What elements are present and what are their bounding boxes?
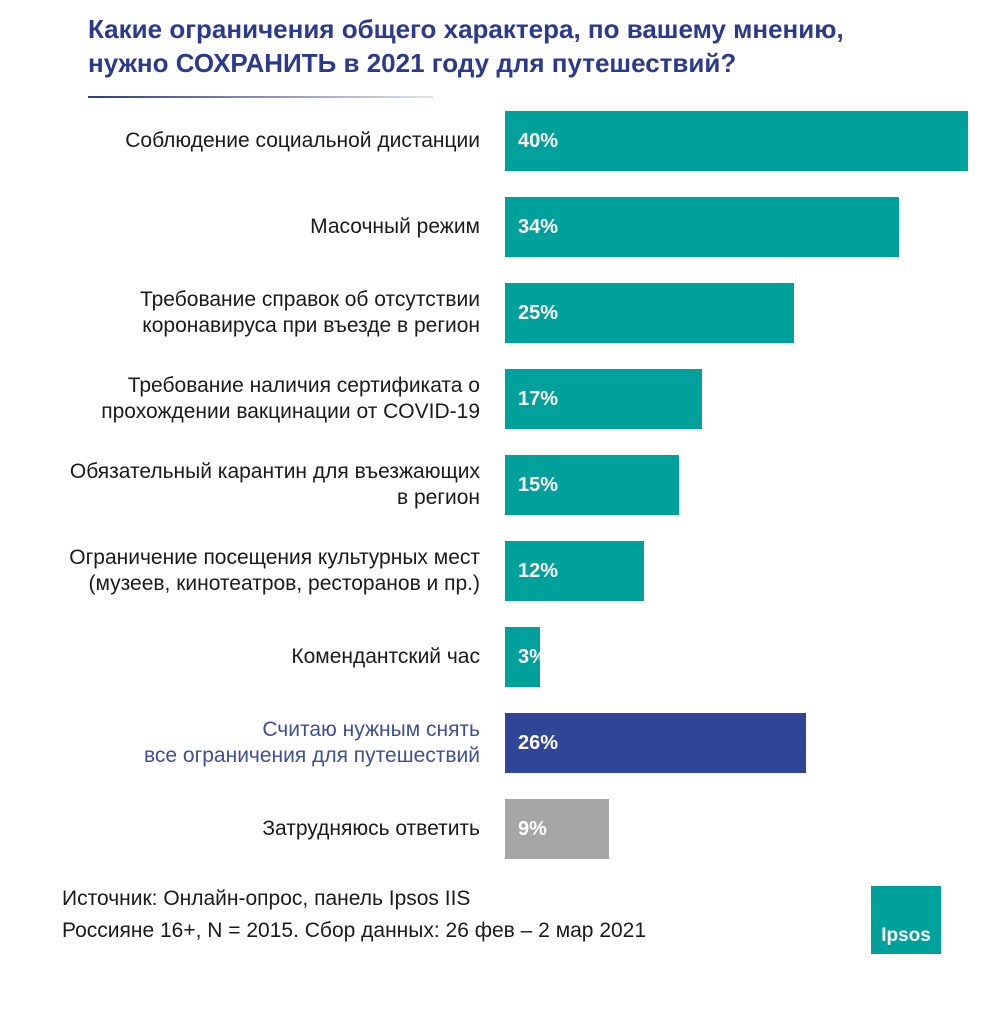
category-label: Ограничение посещения культурных мест (м… bbox=[69, 546, 480, 595]
value-label: 34% bbox=[518, 216, 559, 238]
bar bbox=[505, 455, 679, 515]
category-label: Масочный режим bbox=[310, 215, 480, 238]
bar bbox=[505, 799, 610, 859]
category-label: Комендантский час bbox=[291, 645, 480, 668]
category-label: Соблюдение социальной дистанции bbox=[125, 129, 480, 152]
bar bbox=[505, 283, 795, 343]
value-label: 15% bbox=[518, 474, 559, 496]
source-note: Источник: Онлайн-опрос, панель Ipsos IIS bbox=[62, 887, 471, 910]
category-label: Требование справок об отсутствии коронав… bbox=[139, 288, 480, 337]
value-label: 17% bbox=[518, 388, 559, 410]
bar bbox=[505, 369, 702, 429]
logo: Ipsos bbox=[871, 886, 941, 954]
source-note: Россияне 16+, N = 2015. Сбор данных: 26 … bbox=[62, 919, 647, 942]
category-label: Требование наличия сертификата о прохожд… bbox=[101, 374, 480, 423]
bar bbox=[505, 713, 806, 773]
bar bbox=[505, 111, 968, 171]
category-label: Считаю нужным снять все ограничения для … bbox=[143, 718, 480, 767]
value-label: 26% bbox=[518, 732, 559, 754]
title-rule bbox=[88, 96, 433, 98]
category-label: Обязательный карантин для въезжающих в р… bbox=[69, 460, 480, 509]
value-label: 40% bbox=[518, 130, 559, 152]
value-label: 9% bbox=[518, 818, 547, 840]
bar bbox=[505, 197, 899, 257]
bar bbox=[505, 541, 644, 601]
bar bbox=[505, 627, 540, 687]
category-label: Затрудняюсь ответить bbox=[262, 817, 480, 840]
value-label: 25% bbox=[518, 302, 559, 324]
value-label: 12% bbox=[518, 560, 559, 582]
value-label: 3% bbox=[518, 646, 547, 668]
chart-title: Какие ограничения общего характера, по в… bbox=[88, 14, 844, 78]
